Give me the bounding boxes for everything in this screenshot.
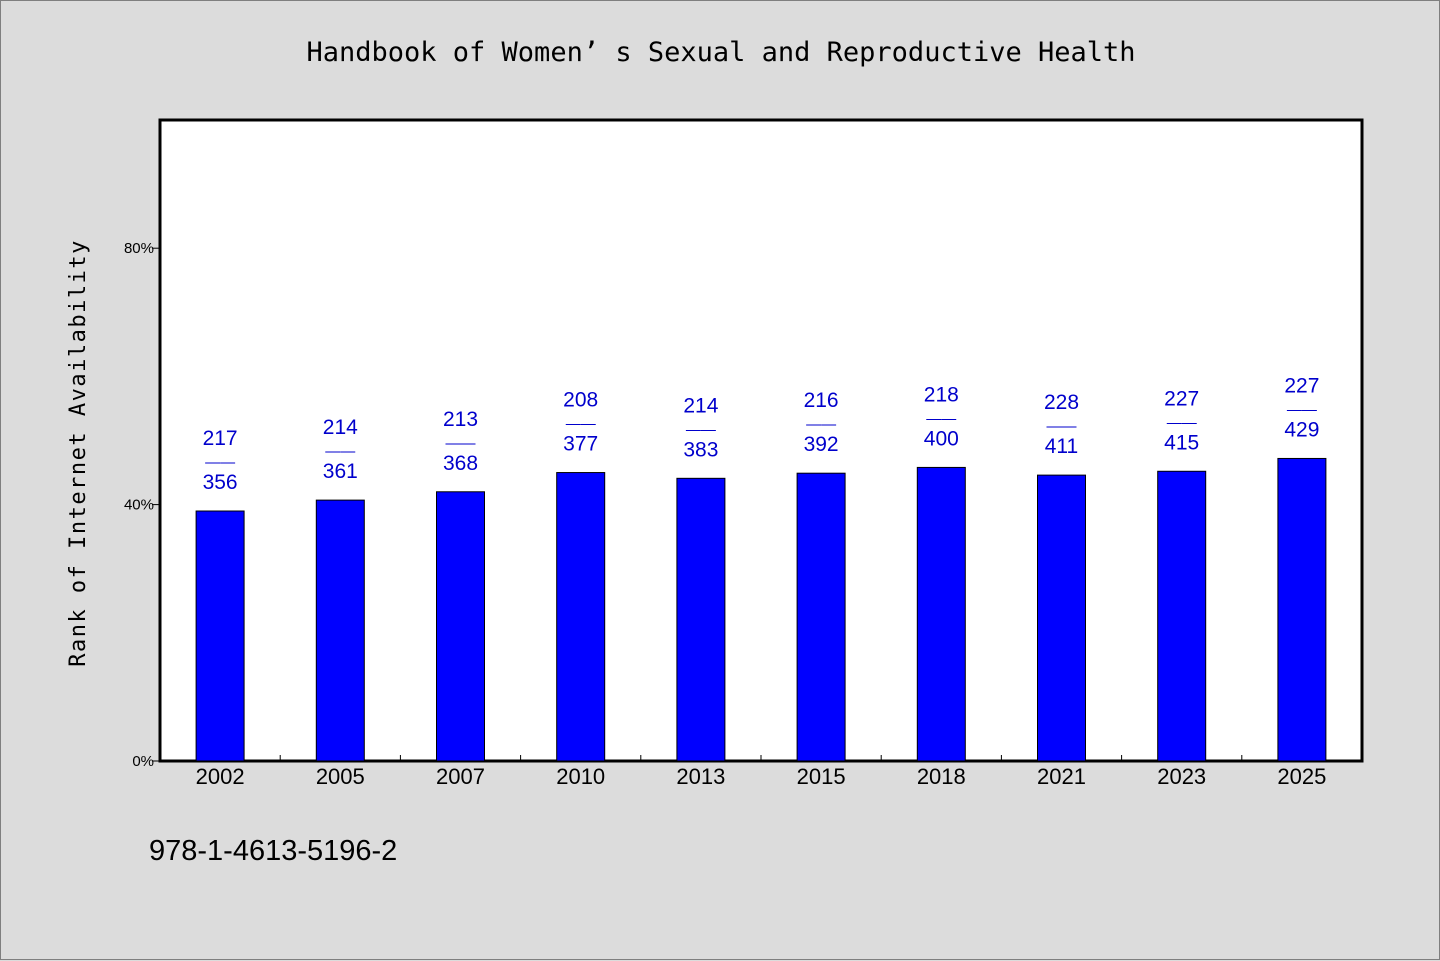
bar-2018 <box>916 466 966 762</box>
bar-label-top: 227 <box>1284 374 1319 397</box>
chart-title: Handbook of Women’ s Sexual and Reproduc… <box>306 37 1136 68</box>
bar-label-top: 217 <box>203 427 238 450</box>
bar-label-top: 208 <box>563 389 598 412</box>
y-tick-label: 80% <box>124 240 154 257</box>
bar-2023 <box>1157 470 1207 762</box>
bar-label-bottom: 411 <box>1045 435 1078 458</box>
bar-label-bottom: 383 <box>683 438 718 461</box>
bar-2021 <box>1037 474 1086 762</box>
bar-label-bottom: 356 <box>203 471 238 494</box>
bar-label-separator: —— <box>325 443 355 460</box>
isbn-text: 978-1-4613-5196-2 <box>149 835 398 867</box>
bar-label-separator: —— <box>446 435 476 452</box>
bar-label-bottom: 392 <box>804 433 839 456</box>
bar-label-separator: —— <box>926 410 956 427</box>
bar-labels: 217——356214——361213——368208——377214——383… <box>203 374 1320 494</box>
bar-2015 <box>796 472 846 762</box>
bar-2025 <box>1277 457 1327 762</box>
x-tick-label: 2015 <box>797 764 846 789</box>
bar-2010 <box>556 472 606 762</box>
bar-label-separator: —— <box>1167 414 1197 431</box>
bar-label-separator: —— <box>686 421 716 438</box>
bar-2007 <box>436 491 485 762</box>
bar-label-bottom: 377 <box>563 433 598 456</box>
bars <box>195 457 1327 762</box>
x-tick-label: 2021 <box>1037 764 1086 789</box>
x-tick-label: 2002 <box>196 764 245 789</box>
y-axis-title: Rank of Internet Availability <box>66 239 91 667</box>
bar-label-top: 213 <box>443 408 478 431</box>
y-tick-label: 0% <box>132 753 154 770</box>
bar-label-bottom: 368 <box>443 452 478 475</box>
bar-2005 <box>315 499 365 762</box>
x-tick-label: 2013 <box>676 764 725 789</box>
bar-label-bottom: 429 <box>1284 418 1319 441</box>
bar-label-top: 216 <box>804 389 839 412</box>
bar-label-bottom: 361 <box>323 460 358 483</box>
y-axis: 0% 40% 80% <box>124 240 160 770</box>
bar-label-top: 214 <box>323 416 358 439</box>
x-axis: 2002 2005 2007 2010 2013 2015 2018 2021 2023 2025 <box>196 755 1326 789</box>
bar-label-separator: —— <box>806 416 836 433</box>
x-tick-label: 2025 <box>1277 764 1326 789</box>
x-tick-label: 2005 <box>316 764 365 789</box>
bar-label-top: 228 <box>1044 391 1079 414</box>
bar-label-top: 218 <box>924 383 959 406</box>
bar-label-bottom: 400 <box>924 427 959 450</box>
bar-label-bottom: 415 <box>1164 431 1199 454</box>
bar-label-top: 227 <box>1164 387 1199 410</box>
bar-label-separator: —— <box>1287 401 1317 418</box>
x-tick-label: 2018 <box>917 764 966 789</box>
y-tick-label: 40% <box>124 497 154 514</box>
x-tick-label: 2007 <box>436 764 485 789</box>
bar-label-separator: —— <box>566 416 596 433</box>
bar-2002 <box>195 510 245 762</box>
x-tick-label: 2023 <box>1157 764 1206 789</box>
bar-2013 <box>676 477 726 762</box>
bar-label-top: 214 <box>683 394 718 417</box>
x-tick-label: 2010 <box>556 764 605 789</box>
bar-label-separator: —— <box>1047 418 1077 435</box>
bar-label-separator: —— <box>205 454 235 471</box>
